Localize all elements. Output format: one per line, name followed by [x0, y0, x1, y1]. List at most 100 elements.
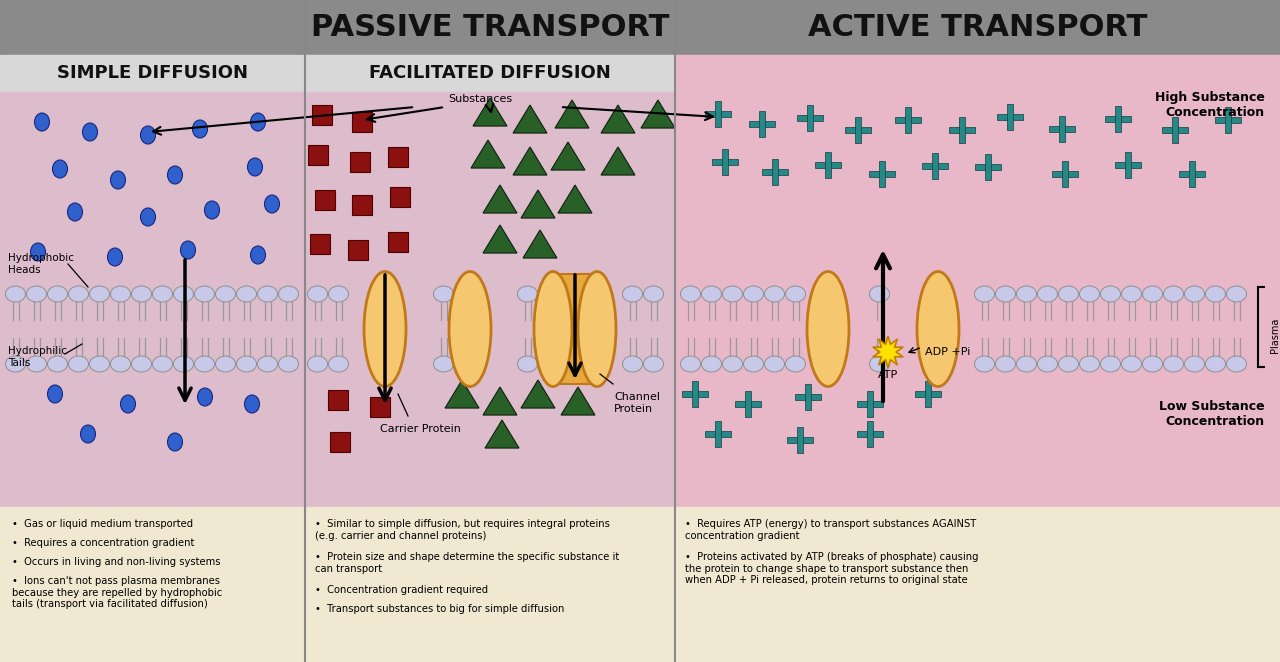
Ellipse shape [329, 286, 348, 302]
Ellipse shape [681, 286, 700, 302]
Ellipse shape [786, 286, 805, 302]
Ellipse shape [744, 356, 763, 372]
Text: Plasma
Membrane: Plasma Membrane [1270, 301, 1280, 354]
Text: High Substance
Concentration: High Substance Concentration [1155, 91, 1265, 119]
Polygon shape [556, 100, 589, 128]
Bar [330, 432, 349, 452]
Ellipse shape [916, 271, 959, 387]
Ellipse shape [90, 286, 110, 302]
Bar [895, 117, 922, 122]
Text: •  Similar to simple diffusion, but requires integral proteins
(e.g. carrier and: • Similar to simple diffusion, but requi… [315, 519, 609, 541]
Text: Hydrophobic
Heads: Hydrophobic Heads [8, 253, 74, 275]
Bar [815, 162, 841, 167]
Ellipse shape [257, 286, 278, 302]
Ellipse shape [1143, 286, 1162, 302]
Bar [808, 105, 813, 131]
Ellipse shape [174, 286, 193, 302]
Ellipse shape [764, 356, 785, 372]
Ellipse shape [1059, 286, 1079, 302]
Ellipse shape [1164, 356, 1184, 372]
Bar [759, 111, 764, 137]
Ellipse shape [237, 356, 256, 372]
Ellipse shape [764, 286, 785, 302]
Polygon shape [873, 336, 904, 368]
Ellipse shape [1121, 286, 1142, 302]
Ellipse shape [1226, 286, 1247, 302]
Ellipse shape [132, 286, 151, 302]
Text: Substances: Substances [448, 94, 512, 104]
Bar [868, 421, 873, 447]
Bar [682, 391, 708, 397]
Ellipse shape [869, 356, 890, 372]
Ellipse shape [90, 356, 110, 372]
Bar [735, 401, 762, 406]
Text: ADP +Pi: ADP +Pi [925, 347, 970, 357]
Bar [986, 154, 991, 180]
Ellipse shape [996, 286, 1015, 302]
Ellipse shape [108, 248, 123, 266]
Bar [312, 105, 332, 125]
Ellipse shape [1206, 286, 1225, 302]
Bar [1115, 162, 1140, 167]
Polygon shape [561, 387, 595, 415]
Ellipse shape [81, 425, 96, 443]
Bar [1052, 171, 1078, 177]
Text: FACILITATED DIFFUSION: FACILITATED DIFFUSION [369, 64, 611, 82]
Ellipse shape [257, 356, 278, 372]
Bar [315, 190, 335, 210]
Bar [1062, 161, 1068, 187]
Bar [1060, 116, 1065, 142]
Polygon shape [558, 185, 591, 213]
Ellipse shape [1206, 356, 1225, 372]
Bar [845, 127, 870, 132]
Bar [388, 147, 408, 167]
Ellipse shape [265, 195, 279, 213]
Bar [745, 391, 751, 417]
Bar [722, 149, 728, 175]
Bar [348, 240, 369, 260]
Ellipse shape [1101, 356, 1120, 372]
Bar [0, 0, 1280, 55]
Bar [868, 391, 873, 417]
Ellipse shape [141, 126, 155, 144]
Ellipse shape [1079, 286, 1100, 302]
Text: SIMPLE DIFFUSION: SIMPLE DIFFUSION [58, 64, 248, 82]
Bar [310, 234, 330, 254]
Bar [352, 195, 372, 215]
Ellipse shape [195, 286, 215, 302]
Bar [705, 431, 731, 437]
Ellipse shape [110, 286, 131, 302]
Bar [675, 92, 1280, 507]
Ellipse shape [47, 286, 68, 302]
Ellipse shape [237, 286, 256, 302]
Text: •  Gas or liquid medium transported: • Gas or liquid medium transported [12, 519, 193, 529]
Bar [1179, 171, 1204, 177]
Ellipse shape [786, 356, 805, 372]
Ellipse shape [82, 123, 97, 141]
Ellipse shape [517, 356, 538, 372]
Text: Hydrophilic
Tails: Hydrophilic Tails [8, 346, 67, 368]
Bar [749, 121, 774, 126]
Ellipse shape [27, 356, 46, 372]
Ellipse shape [701, 356, 722, 372]
Ellipse shape [329, 356, 348, 372]
Ellipse shape [205, 201, 219, 219]
Text: •  Requires ATP (energy) to transport substances AGAINST
concentration gradient: • Requires ATP (energy) to transport sub… [685, 519, 977, 541]
Bar [1125, 152, 1130, 178]
Bar [787, 438, 813, 443]
Polygon shape [641, 100, 675, 128]
Bar [352, 112, 372, 132]
Bar [675, 55, 1280, 92]
Ellipse shape [168, 433, 183, 451]
Polygon shape [521, 190, 556, 218]
Bar [1050, 126, 1075, 132]
Bar [390, 187, 410, 207]
Ellipse shape [644, 356, 663, 372]
Ellipse shape [1226, 356, 1247, 372]
Bar [0, 92, 305, 507]
Text: PASSIVE TRANSPORT: PASSIVE TRANSPORT [311, 13, 669, 42]
Bar [805, 384, 810, 410]
Bar [922, 164, 948, 169]
Ellipse shape [534, 271, 572, 387]
Ellipse shape [579, 271, 616, 387]
